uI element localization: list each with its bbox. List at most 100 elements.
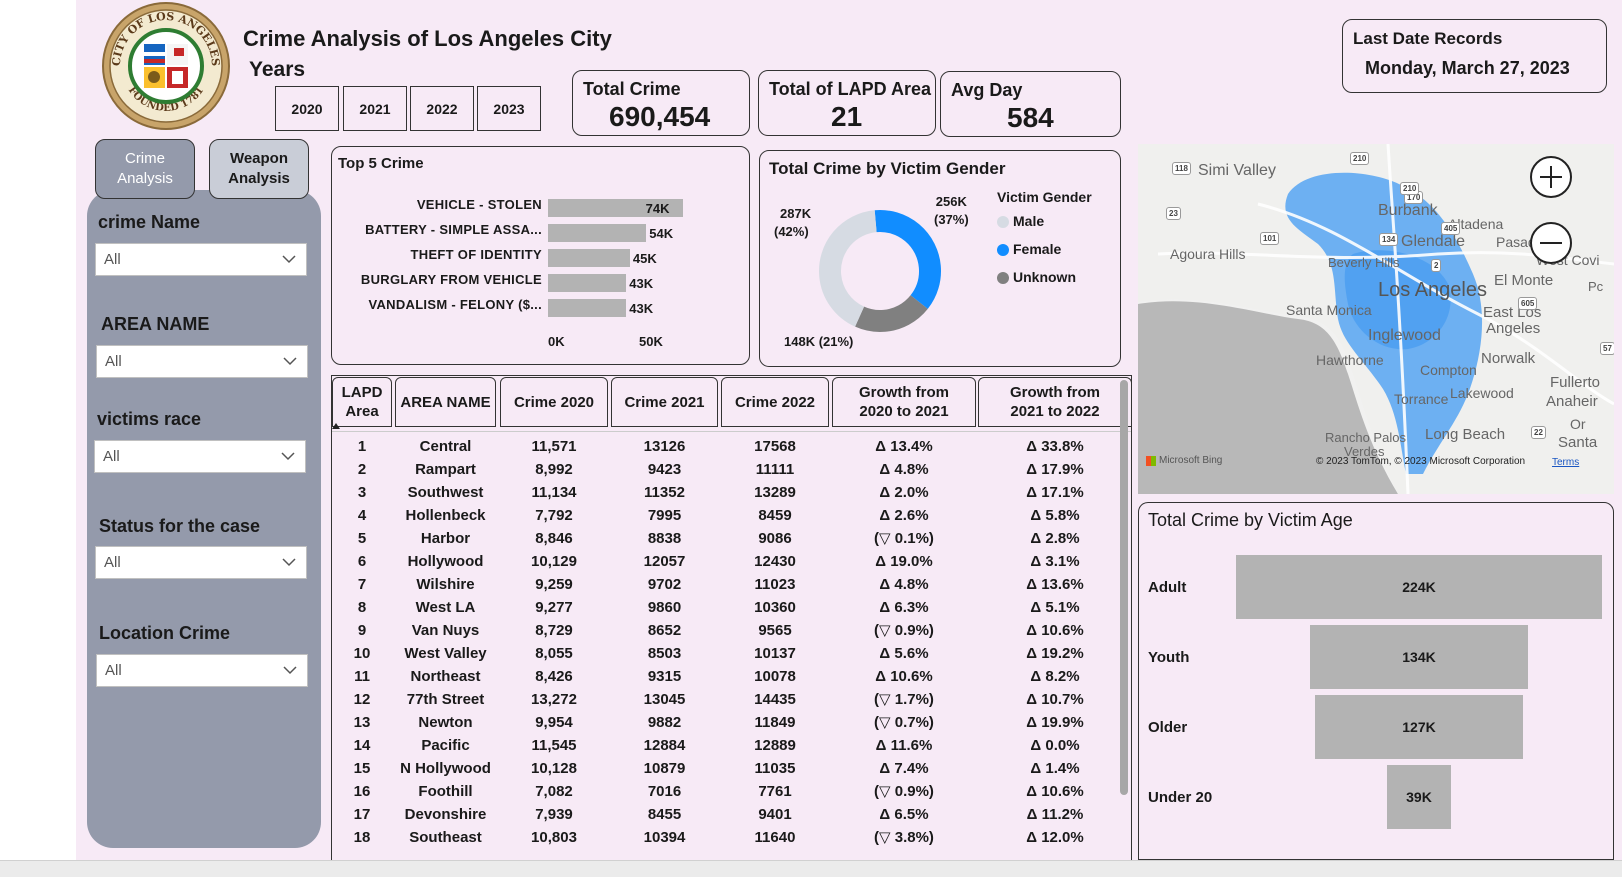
col-crime-2020[interactable]: Crime 2020 xyxy=(500,377,608,427)
map-place-label: Glendale xyxy=(1401,233,1466,250)
top5-name-4: VANDALISM - FELONY ($... xyxy=(368,297,542,312)
top5-bar-3[interactable] xyxy=(548,274,627,292)
table-row[interactable]: 5 Harbor 8,846 8838 9086 (▽ 0.1%) Δ 2.8% xyxy=(332,527,1112,550)
map-terms-link[interactable]: Terms xyxy=(1552,457,1580,468)
chevron-down-icon xyxy=(283,666,297,675)
top5-value-3: 43K xyxy=(629,276,654,291)
table-row[interactable]: 7 Wilshire 9,259 9702 11023 Δ 4.8% Δ 13.6% xyxy=(332,573,1112,596)
col-growth-2021-2022[interactable]: Growth from 2021 to 2022 xyxy=(978,377,1131,427)
age-label-2: Older xyxy=(1148,719,1188,736)
tab-weapon-analysis[interactable]: Weapon Analysis xyxy=(209,139,309,199)
col-crime-2021[interactable]: Crime 2021 xyxy=(611,377,718,427)
filter-crime-name-dropdown[interactable]: All xyxy=(95,243,307,276)
legend-label-female[interactable]: Female xyxy=(1013,241,1062,257)
top5-bar-2[interactable] xyxy=(548,249,630,267)
highway-shield-icon: 210 xyxy=(1400,182,1420,195)
table-row[interactable]: 18 Southeast 10,803 10394 11640 (▽ 3.8%) Δ 12.… xyxy=(332,826,1112,849)
table-cell: Δ 17.1% xyxy=(1026,484,1084,501)
filter-location-dropdown[interactable]: All xyxy=(96,654,308,687)
age-bar-3[interactable]: 39K xyxy=(1387,765,1451,829)
table-cell: 8,729 xyxy=(535,622,573,639)
table-cell: Pacific xyxy=(421,737,470,754)
map-place-label: Pasad xyxy=(1496,234,1536,250)
table-cell: 8,846 xyxy=(535,530,573,547)
filter-victims-race-dropdown[interactable]: All xyxy=(94,440,306,473)
gender-male-label: 287K (42%) xyxy=(774,206,812,239)
filter-status-dropdown[interactable]: All xyxy=(95,546,307,579)
year-2023-button[interactable]: 2023 xyxy=(477,86,541,131)
table-cell: (▽ 1.7%) xyxy=(874,691,934,708)
table-row[interactable]: 9 Van Nuys 8,729 8652 9565 (▽ 0.9%) Δ 10.6% xyxy=(332,619,1112,642)
crime-map[interactable]: Simi Valley Burbank Altadena Glendale Pasad A… xyxy=(1138,144,1614,494)
map-place-label: Or xyxy=(1570,416,1586,432)
filter-area-name-dropdown[interactable]: All xyxy=(96,345,308,378)
col-area-name[interactable]: AREA NAME xyxy=(395,377,496,427)
table-cell: 5 xyxy=(357,530,367,547)
table-cell: 8455 xyxy=(647,806,682,823)
table-row[interactable]: 11 Northeast 8,426 9315 10078 Δ 10.6% Δ 8.2% xyxy=(332,665,1112,688)
highway-shield-icon: 23 xyxy=(1166,207,1181,220)
top5-title: Top 5 Crime xyxy=(338,155,424,172)
kpi-avg-day-label: Avg Day xyxy=(951,80,1023,100)
table-row[interactable]: 16 Foothill 7,082 7016 7761 (▽ 0.9%) Δ 10.6% xyxy=(332,780,1112,803)
table-cell: 12 xyxy=(353,691,371,708)
table-cell: West LA xyxy=(415,599,476,616)
table-cell: 1 xyxy=(357,438,367,455)
map-place-label: Fullerto xyxy=(1550,374,1601,391)
age-label-1: Youth xyxy=(1148,649,1190,666)
table-row[interactable]: 1 Central 11,571 13126 17568 Δ 13.4% Δ 33.8% xyxy=(332,435,1112,458)
age-bar-2[interactable]: 127K xyxy=(1315,695,1523,759)
legend-label-male[interactable]: Male xyxy=(1013,213,1045,229)
table-row[interactable]: 8 West LA 9,277 9860 10360 Δ 6.3% Δ 5.1% xyxy=(332,596,1112,619)
table-scrollbar[interactable] xyxy=(1120,380,1128,795)
col-crime-2022[interactable]: Crime 2022 xyxy=(721,377,829,427)
top5-bar-4[interactable] xyxy=(548,299,627,317)
table-cell: Δ 19.9% xyxy=(1026,714,1084,731)
table-row[interactable]: 15 N Hollywood 10,128 10879 11035 Δ 7.4% Δ 1.4… xyxy=(332,757,1112,780)
map-place-label: Santa xyxy=(1558,434,1598,451)
year-2021-button[interactable]: 2021 xyxy=(343,86,407,131)
table-cell: Δ 2.8% xyxy=(1030,530,1080,547)
table-cell: Δ 13.6% xyxy=(1026,576,1084,593)
table-row[interactable]: 6 Hollywood 10,129 12057 12430 Δ 19.0% Δ 3.1% xyxy=(332,550,1112,573)
top5-name-2: THEFT OF IDENTITY xyxy=(410,247,542,262)
table-cell: Δ 2.0% xyxy=(879,484,929,501)
page-title: Crime Analysis of Los Angeles City xyxy=(243,26,612,51)
year-2020-button[interactable]: 2020 xyxy=(275,86,339,131)
gender-slice-unknown[interactable] xyxy=(819,210,941,332)
table-row[interactable]: 4 Hollenbeck 7,792 7995 8459 Δ 2.6% Δ 5.8% xyxy=(332,504,1112,527)
table-cell: 11111 xyxy=(755,461,795,478)
map-zoom-in-button[interactable] xyxy=(1530,156,1572,198)
table-row[interactable]: 2 Rampart 8,992 9423 11111 Δ 4.8% Δ 17.9% xyxy=(332,458,1112,481)
table-cell: Δ 10.6% xyxy=(875,668,933,685)
table-cell: Rampart xyxy=(415,461,476,478)
year-2022-button[interactable]: 2022 xyxy=(410,86,474,131)
table-row[interactable]: 10 West Valley 8,055 8503 10137 Δ 5.6% Δ 19.2% xyxy=(332,642,1112,665)
map-place-label: Rancho Palos xyxy=(1325,430,1406,445)
gender-slice-male[interactable] xyxy=(819,210,941,332)
age-bar-1[interactable]: 134K xyxy=(1309,625,1529,689)
table-row[interactable]: 17 Devonshire 7,939 8455 9401 Δ 6.5% Δ 11.2% xyxy=(332,803,1112,826)
legend-label-unknown[interactable]: Unknown xyxy=(1013,269,1076,285)
table-cell: 9 xyxy=(357,622,367,639)
table-cell: Harbor xyxy=(420,530,471,547)
map-zoom-out-button[interactable] xyxy=(1530,222,1572,264)
city-seal-logo: CITY OF LOS ANGELES FOUNDED 1781 xyxy=(102,2,230,130)
filter-victims-race-label: victims race xyxy=(97,409,202,429)
tab-crime-analysis[interactable]: Crime Analysis xyxy=(95,139,195,199)
table-row[interactable]: 14 Pacific 11,545 12884 12889 Δ 11.6% Δ 0.0% xyxy=(332,734,1112,757)
col-lapd-area[interactable]: LAPD Area xyxy=(332,377,392,427)
table-cell: 13126 xyxy=(643,438,686,455)
top5-bar-0[interactable] xyxy=(548,199,683,217)
col-growth-2020-2021[interactable]: Growth from 2020 to 2021 xyxy=(832,377,976,427)
map-place-label: Agoura Hills xyxy=(1170,246,1246,262)
top5-bar-1[interactable] xyxy=(548,224,647,242)
table-row[interactable]: 12 77th Street 13,272 13045 14435 (▽ 1.7%) Δ 1… xyxy=(332,688,1112,711)
table-row[interactable]: 3 Southwest 11,134 11352 13289 Δ 2.0% Δ 17.1% xyxy=(332,481,1112,504)
table-cell: 9,954 xyxy=(535,714,573,731)
table-cell: 77th Street xyxy=(406,691,485,708)
table-row[interactable]: 13 Newton 9,954 9882 11849 (▽ 0.7%) Δ 19.9% xyxy=(332,711,1112,734)
chevron-down-icon xyxy=(283,357,297,366)
table-cell: 4 xyxy=(357,507,367,524)
age-bar-0[interactable]: 224K xyxy=(1236,555,1602,619)
